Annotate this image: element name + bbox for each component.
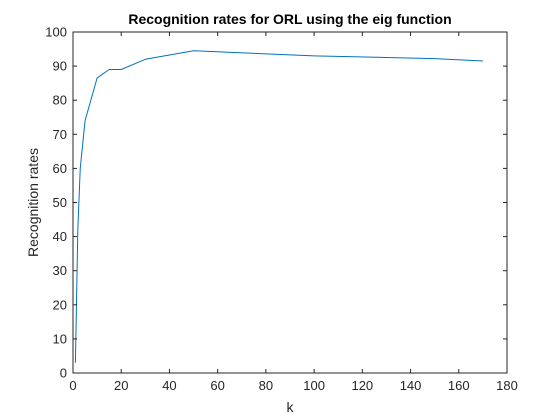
y-tick-label: 90 (53, 59, 67, 74)
y-tick-label: 80 (53, 93, 67, 108)
x-tick-label: 160 (448, 378, 470, 393)
y-tick-label: 40 (53, 229, 67, 244)
x-tick-label: 120 (351, 378, 373, 393)
series-line-0 (74, 50, 483, 363)
y-tick-label: 60 (53, 161, 67, 176)
y-tick-label: 100 (45, 25, 67, 40)
y-tick-label: 50 (53, 195, 67, 210)
y-tick-label: 30 (53, 263, 67, 278)
y-tick-label: 10 (53, 331, 67, 346)
x-tick-label: 20 (114, 378, 128, 393)
x-tick-label: 80 (259, 378, 273, 393)
chart-title: Recognition rates for ORL using the eig … (128, 11, 451, 27)
x-tick-label: 140 (400, 378, 422, 393)
y-tick-label: 0 (60, 366, 67, 381)
y-tick-label: 70 (53, 127, 67, 142)
x-tick-label: 40 (162, 378, 176, 393)
x-tick-label: 0 (69, 378, 76, 393)
y-tick-label: 20 (53, 297, 67, 312)
y-axis-label: Recognition rates (25, 148, 41, 257)
series-layer (74, 50, 483, 363)
x-axis-label: k (287, 399, 295, 415)
axes-layer: 0 20 40 60 80 100 120 140 160 180 0 10 20 30 40 50 60 70 8… (45, 25, 518, 394)
x-tick-label: 60 (210, 378, 224, 393)
x-tick-label: 100 (303, 378, 325, 393)
x-tick-label: 180 (496, 378, 518, 393)
plot-area (73, 32, 507, 373)
